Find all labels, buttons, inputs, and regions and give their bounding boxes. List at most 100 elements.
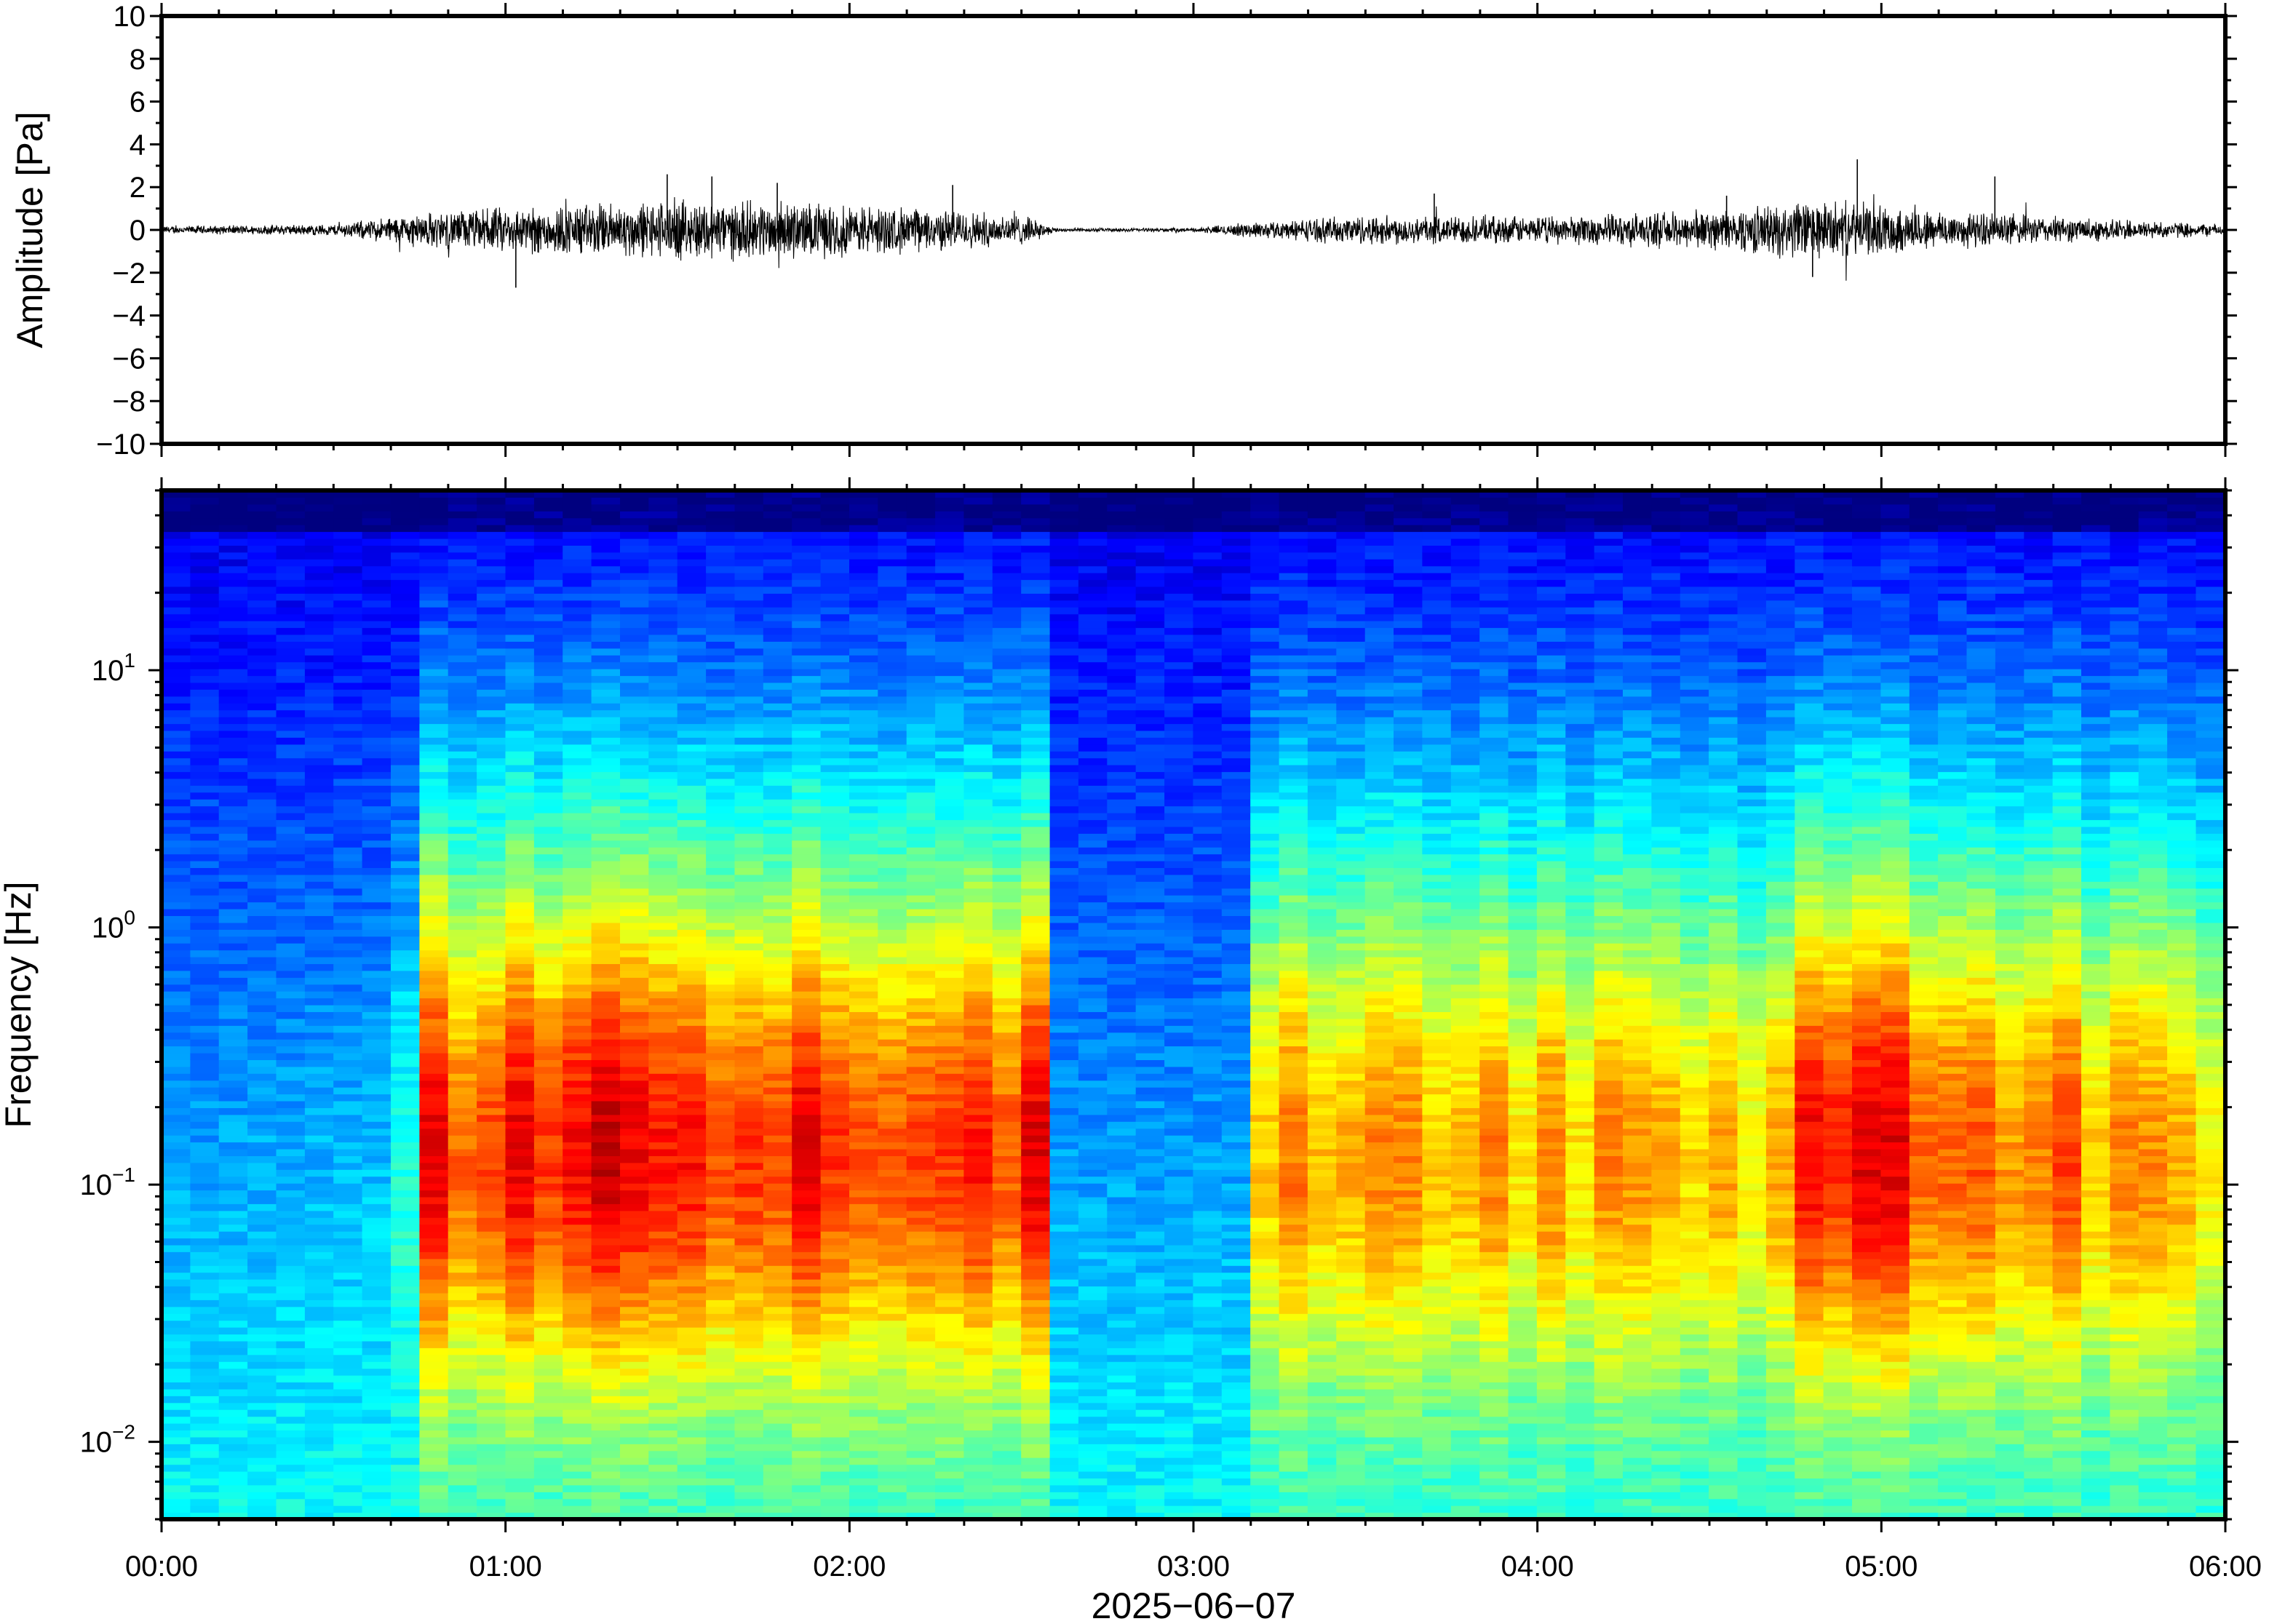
spectrogram-cell: [763, 888, 792, 896]
spectrogram-cell: [333, 1306, 363, 1314]
spectrogram-cell: [1021, 579, 1051, 587]
spectrogram-cell: [792, 1272, 822, 1280]
spectrogram-cell: [1049, 490, 1079, 498]
spectrogram-cell: [1049, 1087, 1079, 1095]
spectrogram-cell: [218, 573, 248, 581]
spectrogram-cell: [963, 1066, 993, 1074]
spectrogram-cell: [677, 1217, 707, 1225]
spectrogram-cell: [391, 963, 420, 971]
spectrogram-cell: [706, 936, 736, 944]
spectrogram-cell: [247, 1107, 277, 1115]
spectrogram-cell: [878, 799, 907, 807]
spectrogram-cell: [792, 641, 822, 649]
spectrogram-cell: [820, 730, 850, 738]
spectrogram-cell: [419, 1505, 449, 1513]
spectrogram-cell: [505, 497, 535, 505]
spectrogram-cell: [419, 1423, 449, 1430]
spectrogram-cell: [1049, 1224, 1079, 1232]
spectrogram-cell: [620, 963, 649, 971]
spectrogram-cell: [792, 586, 822, 594]
spectrogram-cell: [992, 1114, 1022, 1122]
spectrogram-cell: [276, 963, 306, 971]
spectrogram-cell: [963, 641, 993, 649]
spectrogram-cell: [620, 1484, 649, 1492]
spectrogram-cell: [734, 984, 764, 992]
spectrogram-cell: [648, 1011, 678, 1019]
spectrogram-cell: [1078, 1492, 1108, 1500]
spectrogram-cell: [591, 751, 621, 759]
spectrogram-cell: [218, 751, 248, 759]
spectrogram-cell: [820, 1272, 850, 1280]
spectrogram-cell: [820, 909, 850, 916]
spectrogram-cell: [448, 1512, 477, 1519]
spectrogram-cell: [706, 696, 736, 704]
spectrogram-cell: [763, 970, 792, 978]
spectrogram-cell: [963, 1018, 993, 1026]
spectrogram-cell: [505, 621, 535, 629]
spectrogram-cell: [763, 1224, 792, 1232]
spectrogram-cell: [1078, 1484, 1108, 1492]
spectrogram-cell: [963, 1183, 993, 1191]
spectrogram-cell: [648, 1286, 678, 1294]
spectrogram-cell: [763, 1210, 792, 1218]
spectrogram-cell: [591, 669, 621, 677]
spectrogram-cell: [505, 929, 535, 937]
spectrogram-cell: [477, 648, 506, 656]
spectrogram-cell: [533, 1436, 563, 1444]
spectrogram-cell: [247, 559, 277, 567]
spectrogram-cell: [533, 1073, 563, 1081]
spectrogram-cell: [763, 1073, 792, 1081]
spectrogram-cell: [792, 1238, 822, 1246]
spectrogram-cell: [677, 751, 707, 759]
spectrogram-cell: [218, 552, 248, 560]
spectrogram-cell: [1021, 1327, 1051, 1335]
spectrogram-cell: [362, 1402, 392, 1410]
spectrogram-cell: [533, 853, 563, 861]
spectrogram-cell: [419, 1190, 449, 1198]
spectrogram-cell: [1021, 723, 1051, 731]
spectrogram-cell: [247, 1066, 277, 1074]
spectrogram-cell: [563, 1409, 592, 1417]
spectrogram-cell: [391, 1457, 420, 1465]
spectrogram-cell: [1049, 778, 1079, 786]
spectrogram-cell: [477, 847, 506, 855]
spectrogram-cell: [677, 757, 707, 765]
spectrogram-cell: [734, 1388, 764, 1396]
spectrogram-cell: [677, 778, 707, 786]
spectrogram-cell: [276, 648, 306, 656]
spectrogram-cell: [218, 1005, 248, 1012]
spectrogram-cell: [648, 703, 678, 711]
spectrogram-cell: [448, 1203, 477, 1211]
spectrogram-cell: [620, 1382, 649, 1390]
spectrogram-cell: [533, 1464, 563, 1472]
spectrogram-cell: [878, 1203, 907, 1211]
spectrogram-cell: [706, 1265, 736, 1273]
spectrogram-cell: [820, 1155, 850, 1163]
spectrogram-cell: [362, 1299, 392, 1307]
spectrogram-cell: [620, 1313, 649, 1321]
spectrogram-cell: [218, 1388, 248, 1396]
spectrogram-cell: [906, 909, 936, 916]
spectrogram-cell: [734, 1375, 764, 1382]
spectrogram-cell: [648, 765, 678, 773]
spectrogram-cell: [304, 847, 334, 855]
spectrogram-cell: [763, 675, 792, 683]
spectrogram-cell: [333, 1046, 363, 1054]
spectrogram-cell: [362, 819, 392, 827]
spectrogram-cell: [734, 1162, 764, 1170]
spectrogram-cell: [218, 1224, 248, 1232]
spectrogram-cell: [333, 853, 363, 861]
spectrogram-cell: [906, 1107, 936, 1115]
spectrogram-cell: [935, 1155, 965, 1163]
spectrogram-cell: [935, 1498, 965, 1506]
spectrogram-cell: [448, 833, 477, 841]
spectrogram-cell: [304, 1375, 334, 1382]
spectrogram-cell: [563, 1121, 592, 1129]
spectrogram-cell: [591, 998, 621, 1006]
spectrogram-cell: [276, 565, 306, 573]
spectrogram-cell: [935, 1162, 965, 1170]
spectrogram-cell: [992, 579, 1022, 587]
spectrogram-cell: [849, 799, 878, 807]
spectrogram-cell: [1021, 1128, 1051, 1136]
spectrogram-cell: [1049, 1382, 1079, 1390]
